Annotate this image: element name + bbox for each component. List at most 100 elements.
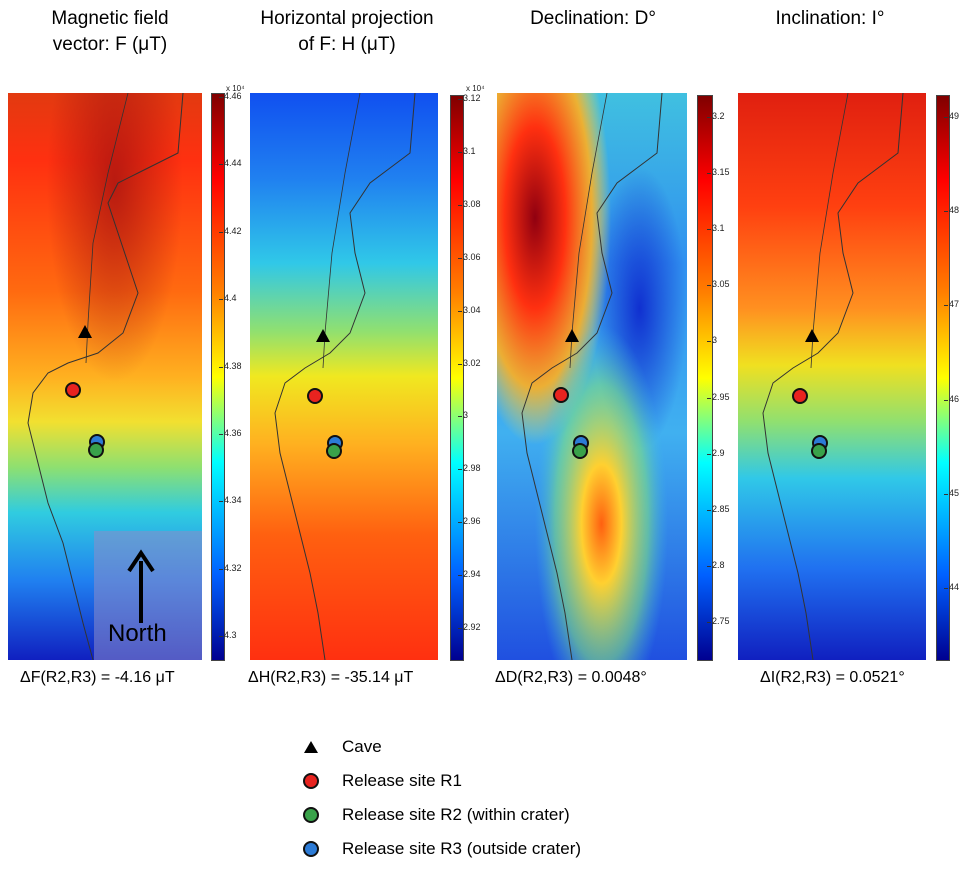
legend-label-r2: Release site R2 (within crater) (342, 805, 570, 824)
colorbar-tick-mark (458, 151, 462, 153)
colorbar-tick-label: 3.06 (463, 251, 481, 262)
panel-title-f: Magnetic field vector: F (μT) (51, 8, 169, 55)
colorbar-tick-label: 4.44 (224, 158, 242, 169)
colorbar-tick-label: 3.04 (463, 304, 481, 315)
r3-circle-icon (303, 841, 319, 857)
colorbar-tick-mark (707, 453, 711, 455)
release-site-r1-marker (553, 387, 569, 403)
colorbar-tick-mark (944, 399, 948, 401)
colorbar-tick-mark (458, 310, 462, 312)
legend-item-r2: Release site R2 (within crater) (298, 803, 570, 827)
colorbar-tick-mark (219, 231, 223, 233)
colorbar-tick-label: 49 (949, 111, 960, 121)
colorbar-tick-mark (219, 299, 223, 301)
colorbar-tick-mark (944, 588, 948, 589)
colorbar-tick-mark (707, 229, 711, 231)
colorbar-tick-mark (707, 173, 711, 175)
colorbar-tick-mark (707, 341, 711, 343)
colorbar-tick-label: 3.15 (712, 167, 730, 178)
colorbar-tick-mark (458, 522, 462, 524)
colorbar-tick-label: 2.98 (463, 463, 481, 474)
colorbar-tick-mark (707, 117, 711, 118)
colorbar-tick-label: 4.36 (224, 427, 242, 438)
colorbar-tick-mark (219, 568, 223, 570)
colorbar-tick-label: 45 (949, 487, 960, 498)
colorbar-tick-label: 4.4 (224, 293, 237, 304)
colorbar-tick-mark (458, 204, 462, 206)
colorbar-tick-mark (458, 575, 462, 577)
colorbar-tick-label: 47 (949, 299, 960, 310)
border-outline (27, 93, 184, 660)
release-site-r2-marker (811, 443, 827, 459)
map-declination-d (497, 93, 687, 660)
colorbar-tick-mark (944, 493, 948, 495)
colorbar-tick-mark (707, 565, 711, 567)
colorbar-tick-label: 46 (949, 393, 960, 404)
r2-circle-icon (303, 807, 319, 823)
cave-marker-icon (78, 325, 92, 338)
colorbar-tick-mark (707, 397, 711, 399)
colorbar-tick-label: 2.96 (463, 516, 481, 527)
colorbar-tick-label: 4.3 (224, 630, 237, 640)
panel-title-h: Horizontal projection of F: H (μT) (260, 8, 434, 55)
colorbar-tick-label: 3 (712, 335, 718, 346)
colorbar-tick-mark (707, 285, 711, 287)
map-horizontal-h (250, 93, 438, 660)
colorbar-d (697, 95, 713, 661)
colorbar-tick-mark (458, 99, 462, 100)
colorbar-tick-label: 2.75 (712, 616, 730, 626)
colorbar-h-scale: x 10⁴ (466, 84, 485, 93)
r1-circle-icon (303, 773, 319, 789)
colorbar-tick-label: 3 (463, 410, 469, 421)
colorbar-tick-mark (219, 636, 223, 637)
colorbar-tick-label: 2.8 (712, 559, 725, 570)
colorbar-h (450, 95, 464, 661)
delta-f-label: ΔF(R2,R3) = -4.16 μT (20, 669, 175, 686)
colorbar-tick-label: 3.1 (712, 223, 725, 234)
colorbar-i (936, 95, 950, 661)
release-site-r1-marker (792, 388, 808, 404)
colorbar-tick-label: 2.85 (712, 503, 730, 514)
border-outline (762, 93, 904, 660)
colorbar-tick-label: 2.94 (463, 569, 481, 580)
panel-title-i: Inclination: I° (775, 8, 885, 29)
colorbar-tick-label: 2.92 (463, 622, 481, 632)
map-inclination-i (738, 93, 926, 660)
colorbar-f (211, 93, 225, 661)
border-outline (274, 93, 416, 660)
colorbar-tick-mark (219, 97, 223, 98)
colorbar-tick-label: 4.46 (224, 91, 242, 101)
map-magnetic-field-f: North (8, 93, 202, 660)
cave-marker-icon (805, 329, 819, 342)
colorbar-tick-label: 3.12 (463, 93, 481, 103)
delta-h-label: ΔH(R2,R3) = -35.14 μT (248, 669, 414, 686)
release-site-r1-marker (65, 382, 81, 398)
colorbar-tick-label: 4.34 (224, 495, 242, 506)
delta-d-label: ΔD(R2,R3) = 0.0048° (495, 669, 647, 686)
colorbar-tick-label: 3.05 (712, 279, 730, 290)
colorbar-tick-label: 2.95 (712, 391, 730, 402)
colorbar-tick-label: 4.38 (224, 360, 242, 371)
colorbar-tick-label: 3.08 (463, 198, 481, 209)
colorbar-tick-mark (707, 509, 711, 511)
colorbar-tick-label: 48 (949, 205, 960, 216)
legend-label-r3: Release site R3 (outside crater) (342, 839, 582, 858)
colorbar-tick-mark (458, 257, 462, 259)
colorbar-tick-label: 3.02 (463, 357, 481, 368)
colorbar-tick-mark (944, 305, 948, 307)
colorbar-tick-mark (458, 416, 462, 418)
cave-marker-icon (316, 329, 330, 342)
legend-label-r1: Release site R1 (342, 771, 463, 790)
colorbar-tick-mark (219, 433, 223, 435)
cave-triangle-icon (304, 741, 318, 753)
colorbar-tick-label: 3.2 (712, 111, 725, 121)
legend-item-r3: Release site R3 (outside crater) (298, 837, 581, 861)
colorbar-tick-mark (219, 501, 223, 503)
legend-label-cave: Cave (342, 737, 382, 756)
release-site-r2-marker (88, 442, 104, 458)
colorbar-tick-label: 2.9 (712, 447, 725, 458)
colorbar-tick-mark (458, 363, 462, 365)
panel-title-d: Declination: D° (530, 8, 656, 29)
release-site-r2-marker (572, 443, 588, 459)
colorbar-tick-label: 3.1 (463, 145, 476, 156)
